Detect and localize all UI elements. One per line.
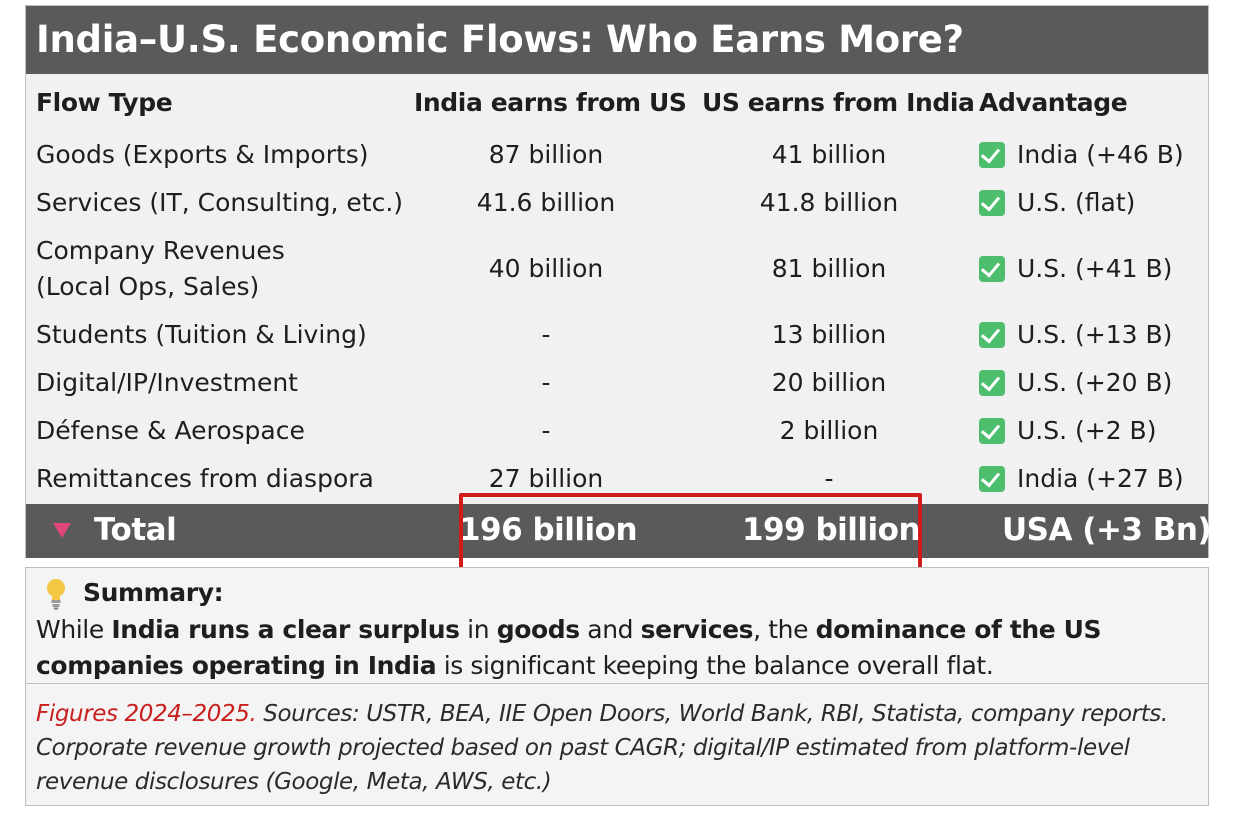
sources-box: Figures 2024–2025. Sources: USTR, BEA, I… bbox=[25, 684, 1209, 806]
total-label: Total bbox=[94, 512, 177, 548]
row-remittances-advantage: India (+27 B) bbox=[979, 464, 1184, 493]
advantage-label: U.S. (+2 B) bbox=[1017, 416, 1157, 445]
row-students-advantage: U.S. (+13 B) bbox=[979, 320, 1172, 349]
check-box-icon bbox=[979, 465, 1005, 492]
total-us: 199 billion bbox=[741, 512, 921, 548]
advantage-label: U.S. (flat) bbox=[1017, 188, 1136, 217]
row-defense-india: - bbox=[541, 416, 551, 445]
advantage-label: India (+46 B) bbox=[1017, 140, 1184, 169]
row-company-advantage: U.S. (+41 B) bbox=[979, 254, 1172, 283]
row-services-us: 41.8 billion bbox=[759, 188, 899, 217]
row-defense-flow: Défense & Aerospace bbox=[36, 416, 305, 445]
row-goods-india: 87 billion bbox=[488, 140, 604, 169]
header-advantage: Advantage bbox=[979, 88, 1128, 117]
header-us-earns: US earns from India bbox=[702, 88, 975, 117]
check-box-icon bbox=[979, 369, 1005, 396]
row-services-india: 41.6 billion bbox=[476, 188, 616, 217]
figures-years: Figures 2024–2025. bbox=[36, 701, 257, 727]
row-remittances-india: 27 billion bbox=[488, 464, 604, 493]
total-row: Total 196 billion 199 billion USA (+3 Bn… bbox=[26, 504, 1212, 558]
row-services-advantage: U.S. (flat) bbox=[979, 188, 1135, 217]
advantage-label: India (+27 B) bbox=[1017, 464, 1184, 493]
advantage-label: U.S. (+41 B) bbox=[1017, 254, 1173, 283]
check-box-icon bbox=[979, 417, 1005, 444]
flows-table-card: India–U.S. Economic Flows: Who Earns Mor… bbox=[25, 5, 1212, 558]
row-students-india: - bbox=[541, 320, 551, 349]
row-students-flow: Students (Tuition & Living) bbox=[36, 320, 367, 349]
row-digital-india: - bbox=[541, 368, 551, 397]
summary-box: Summary: While India runs a clear surplu… bbox=[25, 567, 1209, 684]
row-company-flow-sub: (Local Ops, Sales) bbox=[36, 272, 260, 301]
page-title: India–U.S. Economic Flows: Who Earns Mor… bbox=[26, 6, 1208, 74]
check-box-icon bbox=[979, 255, 1005, 282]
row-digital-flow: Digital/IP/Investment bbox=[36, 368, 298, 397]
check-box-icon bbox=[979, 141, 1005, 168]
row-defense-advantage: U.S. (+2 B) bbox=[979, 416, 1156, 445]
summary-text: While India runs a clear surplus in good… bbox=[36, 615, 1102, 680]
sources-list: Sources: USTR, BEA, IIE Open Doors, Worl… bbox=[36, 701, 1168, 795]
row-goods-flow: Goods (Exports & Imports) bbox=[36, 140, 369, 169]
triangle-down-icon bbox=[53, 523, 71, 538]
lightbulb-icon bbox=[47, 579, 65, 610]
row-digital-advantage: U.S. (+20 B) bbox=[979, 368, 1172, 397]
row-goods-advantage: India (+46 B) bbox=[979, 140, 1184, 169]
row-company-flow: Company Revenues bbox=[36, 236, 285, 265]
sources-text: Figures 2024–2025. Sources: USTR, BEA, I… bbox=[36, 697, 1201, 799]
row-services-flow: Services (IT, Consulting, etc.) bbox=[36, 188, 404, 217]
check-box-icon bbox=[979, 321, 1005, 348]
row-remittances-us: - bbox=[824, 464, 834, 493]
row-digital-us: 20 billion bbox=[771, 368, 887, 397]
summary-title: Summary: bbox=[83, 578, 224, 607]
row-company-us: 81 billion bbox=[771, 254, 887, 283]
advantage-label: U.S. (+20 B) bbox=[1017, 368, 1173, 397]
total-india: 196 billion bbox=[458, 512, 638, 548]
row-goods-us: 41 billion bbox=[771, 140, 887, 169]
row-students-us: 13 billion bbox=[771, 320, 887, 349]
advantage-label: U.S. (+13 B) bbox=[1017, 320, 1173, 349]
row-defense-us: 2 billion bbox=[779, 416, 879, 445]
header-flow-type: Flow Type bbox=[36, 88, 173, 117]
totals-highlight-box bbox=[459, 493, 922, 576]
row-company-india: 40 billion bbox=[488, 254, 604, 283]
check-box-icon bbox=[979, 189, 1005, 216]
total-advantage: USA (+3 Bn) bbox=[1002, 512, 1212, 548]
row-remittances-flow: Remittances from diaspora bbox=[36, 464, 374, 493]
header-india-earns: India earns from US bbox=[414, 88, 687, 117]
